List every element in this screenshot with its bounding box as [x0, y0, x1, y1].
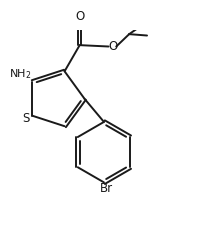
- Text: S: S: [23, 112, 30, 125]
- Text: O: O: [109, 40, 118, 53]
- Text: NH$_2$: NH$_2$: [10, 67, 32, 81]
- Text: Br: Br: [100, 182, 113, 195]
- Text: O: O: [75, 10, 84, 23]
